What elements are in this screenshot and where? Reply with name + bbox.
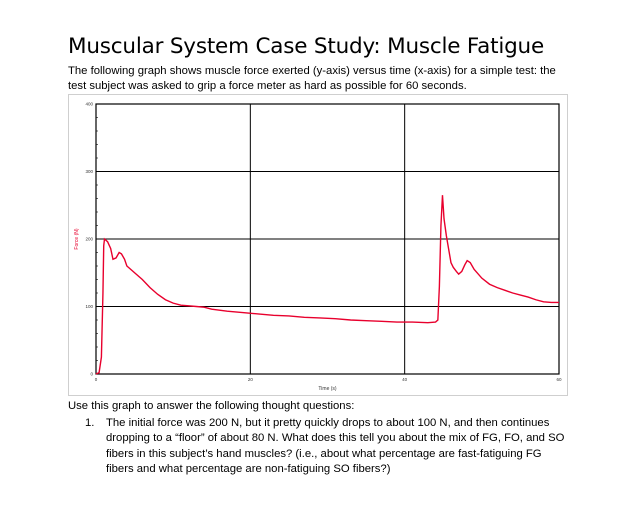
y-tick-label: 300 xyxy=(85,169,93,174)
grid-lines xyxy=(96,104,559,374)
y-tick-label: 400 xyxy=(85,102,93,107)
x-tick-label: 40 xyxy=(402,377,408,382)
y-axis-label: Force (N) xyxy=(74,228,80,249)
x-tick-label: 60 xyxy=(556,377,562,382)
intro-paragraph: The following graph shows muscle force e… xyxy=(68,65,556,92)
x-tick-label: 0 xyxy=(95,377,98,382)
question-number: 1. xyxy=(85,417,95,429)
questions-intro: Use this graph to answer the following t… xyxy=(68,400,355,412)
force-time-chart: 0 20 40 60 0 100 200 300 400 Time (s) Force (N) xyxy=(68,94,568,396)
x-tick-label: 20 xyxy=(248,377,254,382)
y-tick-label: 0 xyxy=(90,372,93,377)
tick-labels: 0 20 40 60 0 100 200 300 400 xyxy=(85,102,562,383)
force-series-line xyxy=(95,195,559,375)
question-text: The initial force was 200 N, but it pret… xyxy=(106,417,565,475)
y-tick-label: 100 xyxy=(85,304,93,309)
y-tick-label: 200 xyxy=(85,237,93,242)
page-title: Muscular System Case Study: Muscle Fatig… xyxy=(68,34,545,59)
chart-frame xyxy=(68,94,568,396)
x-axis-label: Time (s) xyxy=(318,386,336,392)
